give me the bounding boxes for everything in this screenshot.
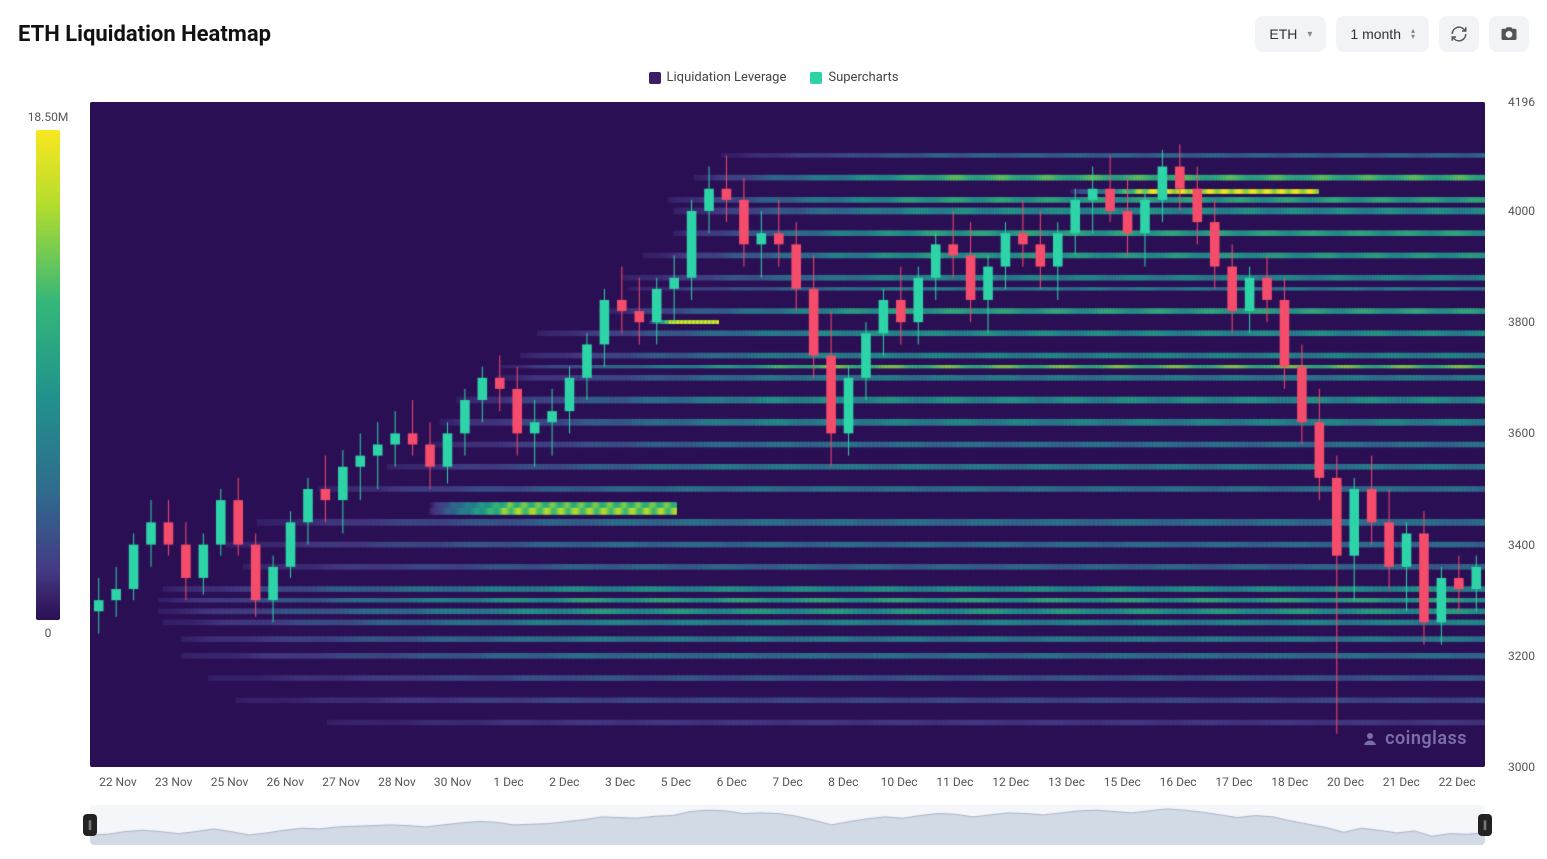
x-tick-label: 5 Dec [661, 775, 691, 789]
brush-handle-right[interactable]: ∥ [1478, 814, 1492, 836]
chart-legend: Liquidation Leverage Supercharts [0, 70, 1547, 85]
x-tick-label: 28 Nov [378, 775, 416, 789]
legend-item: Supercharts [810, 70, 898, 85]
x-tick-label: 18 Dec [1271, 775, 1308, 789]
heatmap-chart[interactable]: coinglass [90, 102, 1485, 767]
x-tick-label: 13 Dec [1048, 775, 1085, 789]
y-tick-label: 3200 [1508, 649, 1535, 663]
x-tick-label: 12 Dec [992, 775, 1029, 789]
legend-item: Liquidation Leverage [649, 70, 787, 85]
legend-label: Liquidation Leverage [667, 70, 787, 85]
symbol-select-value: ETH [1269, 26, 1297, 42]
x-tick-label: 17 Dec [1215, 775, 1252, 789]
page-title: ETH Liquidation Heatmap [18, 22, 271, 47]
range-select[interactable]: 1 month ▴▾ [1336, 16, 1429, 52]
x-tick-label: 30 Nov [434, 775, 472, 789]
range-select-value: 1 month [1350, 26, 1401, 42]
x-tick-label: 7 Dec [772, 775, 802, 789]
x-tick-label: 23 Nov [155, 775, 193, 789]
x-tick-label: 2 Dec [549, 775, 579, 789]
camera-icon [1500, 25, 1518, 43]
x-tick-label: 3 Dec [605, 775, 635, 789]
y-axis: 4196400038003600340032003000 [1489, 102, 1535, 767]
brush-handle-left[interactable]: ∥ [83, 814, 97, 836]
refresh-button[interactable] [1439, 16, 1479, 52]
refresh-icon [1450, 25, 1468, 43]
legend-swatch [649, 72, 661, 84]
time-brush[interactable]: ∥ ∥ [90, 805, 1485, 845]
x-tick-label: 10 Dec [881, 775, 918, 789]
x-tick-label: 15 Dec [1104, 775, 1141, 789]
screenshot-button[interactable] [1489, 16, 1529, 52]
x-tick-label: 26 Nov [267, 775, 305, 789]
x-tick-label: 21 Dec [1383, 775, 1420, 789]
colorbar-min-label: 0 [18, 626, 78, 640]
legend-swatch [810, 72, 822, 84]
x-tick-label: 22 Nov [99, 775, 137, 789]
colorbar-gradient [36, 130, 60, 620]
x-tick-label: 22 Dec [1439, 775, 1476, 789]
x-tick-label: 1 Dec [493, 775, 523, 789]
x-axis: 22 Nov 23 Nov 25 Nov 26 Nov 27 Nov 28 Nov 30 N… [90, 775, 1485, 799]
x-tick-label: 25 Nov [211, 775, 249, 789]
x-tick-label: 27 Nov [322, 775, 360, 789]
x-tick-label: 8 Dec [828, 775, 858, 789]
y-tick-label: 3000 [1508, 760, 1535, 774]
x-tick-label: 16 Dec [1160, 775, 1197, 789]
stepper-icon: ▴▾ [1411, 28, 1415, 40]
heatmap-colorbar: 18.50M 0 [18, 110, 78, 767]
legend-label: Supercharts [828, 70, 898, 85]
y-tick-label: 4196 [1508, 95, 1535, 109]
y-tick-label: 3400 [1508, 538, 1535, 552]
y-tick-label: 3800 [1508, 315, 1535, 329]
symbol-select[interactable]: ETH ▾ [1255, 16, 1326, 52]
x-tick-label: 20 Dec [1327, 775, 1364, 789]
x-tick-label: 6 Dec [717, 775, 747, 789]
x-tick-label: 11 Dec [936, 775, 973, 789]
colorbar-max-label: 18.50M [18, 110, 78, 124]
y-tick-label: 4000 [1508, 204, 1535, 218]
chevron-down-icon: ▾ [1307, 29, 1312, 40]
y-tick-label: 3600 [1508, 426, 1535, 440]
